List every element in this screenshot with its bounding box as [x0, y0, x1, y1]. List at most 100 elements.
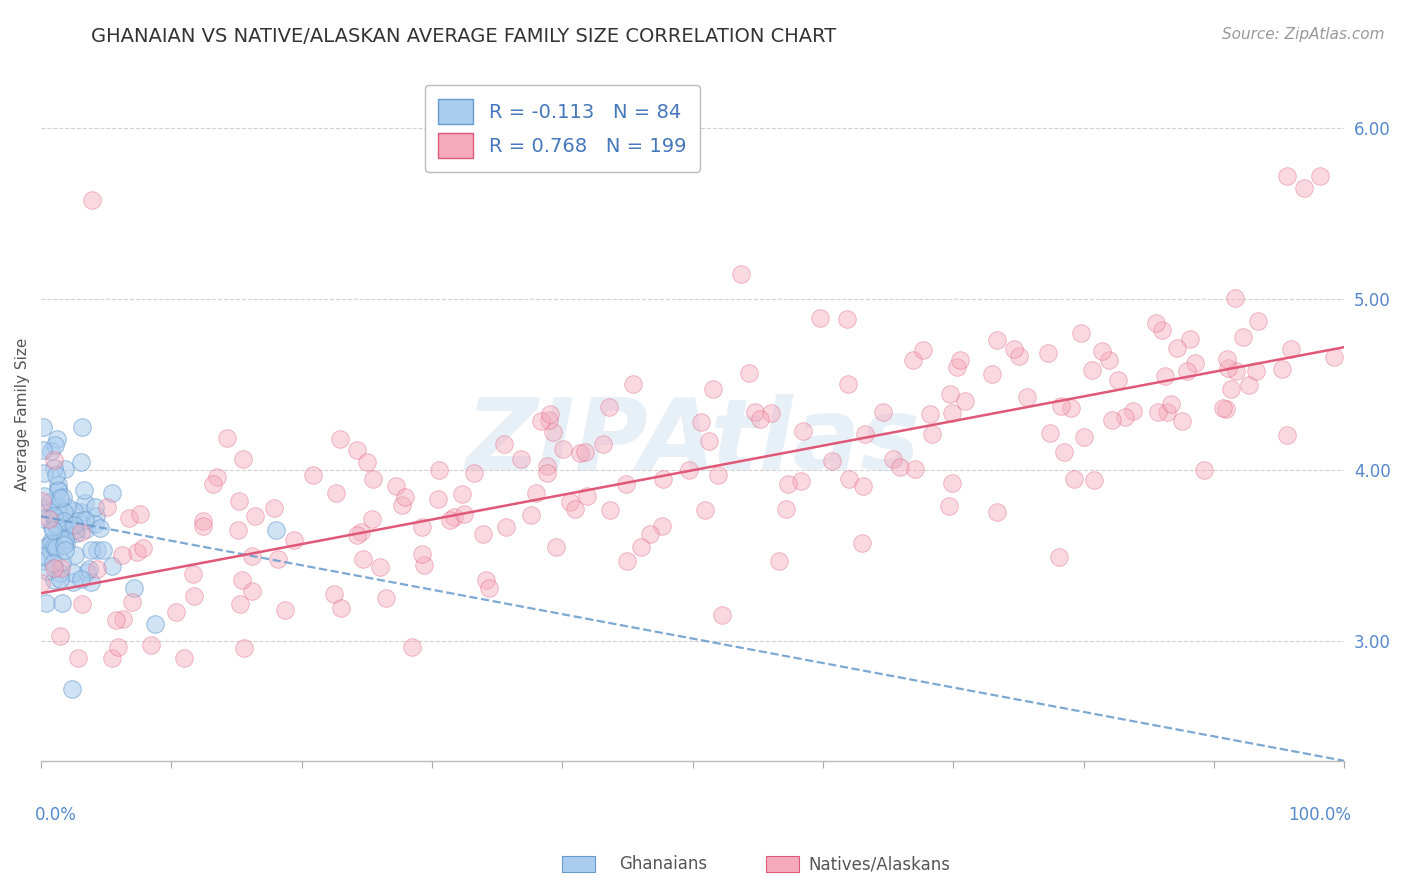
- Point: [1175, 364, 1198, 378]
- Point: [70, 420, 93, 434]
- Point: [1017, 390, 1039, 404]
- Point: [1166, 341, 1188, 355]
- Point: [568, 446, 591, 460]
- Point: [1171, 414, 1194, 428]
- Point: [1114, 409, 1136, 424]
- Point: [267, 552, 290, 566]
- Point: [240, 584, 263, 599]
- Point: [243, 508, 266, 523]
- Text: GHANAIAN VS NATIVE/ALASKAN AVERAGE FAMILY SIZE CORRELATION CHART: GHANAIAN VS NATIVE/ALASKAN AVERAGE FAMIL…: [91, 27, 837, 45]
- Point: [46, 504, 69, 518]
- Point: [32, 501, 55, 516]
- Point: [838, 472, 860, 486]
- Point: [53, 543, 76, 558]
- Point: [1218, 361, 1240, 376]
- Point: [67, 514, 90, 528]
- Point: [544, 540, 567, 554]
- Point: [46, 477, 69, 491]
- Point: [91, 542, 114, 557]
- Point: [62, 566, 84, 580]
- Point: [690, 416, 713, 430]
- Point: [96, 500, 118, 515]
- Point: [427, 463, 450, 477]
- Point: [70, 506, 93, 520]
- Point: [599, 502, 621, 516]
- Point: [574, 445, 596, 459]
- Point: [139, 638, 162, 652]
- Point: [75, 522, 97, 536]
- Point: [84, 508, 107, 523]
- Point: [44, 461, 66, 475]
- Point: [101, 651, 124, 665]
- Point: [122, 581, 145, 595]
- Point: [986, 505, 1008, 519]
- Point: [478, 581, 501, 595]
- Point: [350, 524, 373, 539]
- Point: [980, 367, 1002, 381]
- Point: [89, 521, 111, 535]
- Point: [744, 405, 766, 419]
- Point: [39, 533, 62, 548]
- Point: [882, 451, 904, 466]
- Point: [1036, 346, 1059, 360]
- Point: [127, 545, 149, 559]
- Point: [921, 426, 943, 441]
- Point: [775, 502, 797, 516]
- Point: [75, 513, 97, 527]
- Point: [356, 455, 378, 469]
- Point: [65, 525, 87, 540]
- Point: [901, 352, 924, 367]
- Point: [1277, 169, 1299, 184]
- Point: [413, 558, 436, 572]
- Point: [83, 500, 105, 515]
- Point: [32, 554, 55, 568]
- Point: [39, 545, 62, 559]
- Point: [330, 601, 353, 615]
- Point: [1059, 401, 1081, 415]
- Point: [1279, 343, 1302, 357]
- Point: [44, 539, 66, 553]
- Point: [274, 602, 297, 616]
- Point: [939, 387, 962, 401]
- Point: [233, 640, 256, 655]
- Point: [44, 561, 66, 575]
- Point: [111, 548, 134, 562]
- Point: [666, 152, 689, 166]
- Point: [475, 574, 498, 588]
- Point: [51, 555, 73, 569]
- Point: [107, 640, 129, 655]
- Point: [101, 485, 124, 500]
- Point: [1156, 405, 1178, 419]
- Point: [301, 467, 323, 482]
- Point: [853, 426, 876, 441]
- Text: ZIPAtlas: ZIPAtlas: [465, 394, 920, 491]
- Point: [132, 541, 155, 556]
- Point: [363, 472, 385, 486]
- Point: [1004, 343, 1026, 357]
- Point: [427, 491, 450, 506]
- Point: [1212, 401, 1234, 415]
- Point: [391, 498, 413, 512]
- Point: [394, 490, 416, 504]
- Point: [39, 536, 62, 550]
- Point: [1073, 430, 1095, 444]
- Point: [191, 518, 214, 533]
- Point: [1271, 361, 1294, 376]
- Point: [31, 549, 53, 563]
- Point: [35, 539, 58, 553]
- Point: [62, 574, 84, 589]
- Point: [49, 573, 72, 587]
- Point: [1007, 350, 1029, 364]
- Point: [39, 444, 62, 458]
- Point: [283, 533, 305, 548]
- Point: [42, 453, 65, 467]
- Point: [32, 489, 55, 503]
- Point: [129, 508, 152, 522]
- Point: [45, 541, 67, 556]
- Point: [201, 476, 224, 491]
- Point: [702, 382, 724, 396]
- Point: [551, 442, 574, 457]
- Point: [759, 406, 782, 420]
- Point: [1063, 472, 1085, 486]
- Point: [63, 548, 86, 562]
